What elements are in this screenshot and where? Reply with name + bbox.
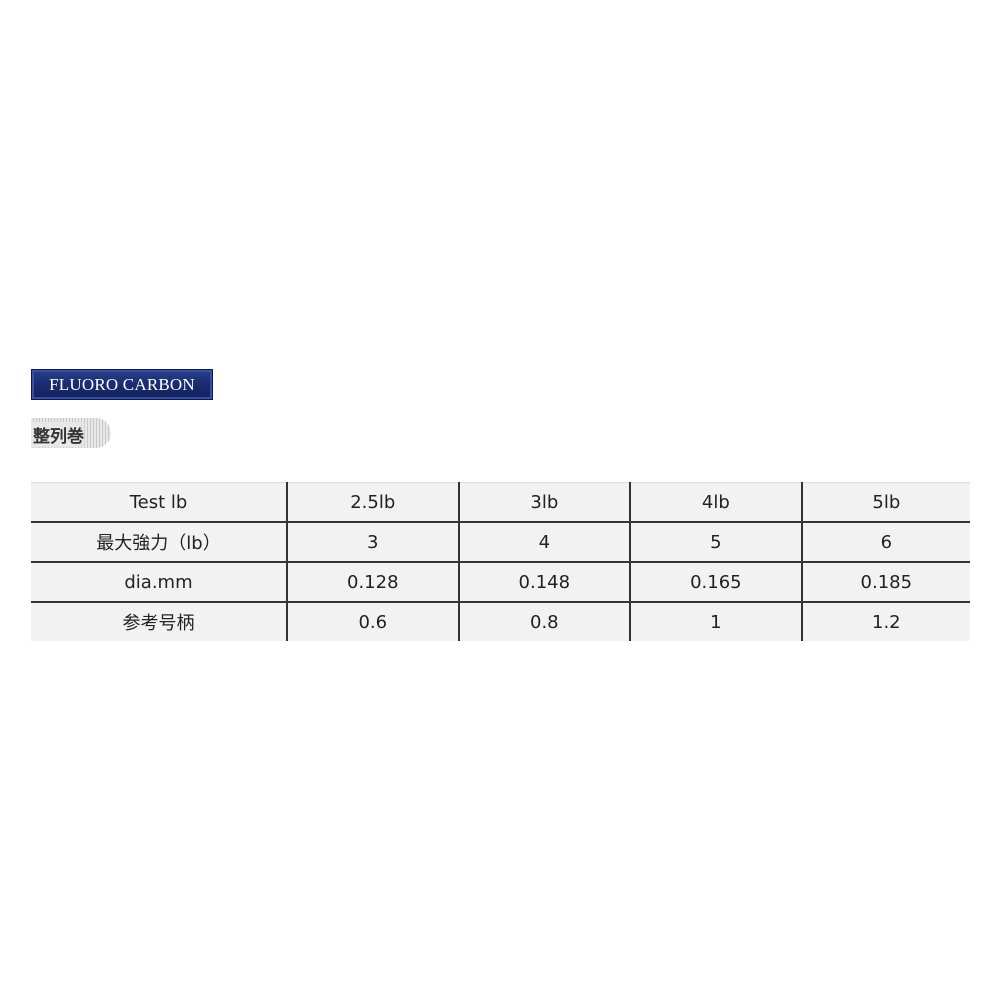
row-header-cell: 最大強力（lb） [31, 521, 287, 562]
table-cell: 1.2 [800, 601, 970, 641]
table-row: Test lb 2.5lb 3lb 4lb 5lb [31, 482, 970, 522]
aligned-winding-tag: 整列巻 [31, 418, 111, 448]
table-cell: 0.165 [629, 561, 802, 602]
table-cell: 4lb [629, 482, 802, 522]
table-cell: 0.128 [286, 561, 459, 602]
table-cell: 2.5lb [286, 482, 459, 522]
table-cell: 3lb [457, 482, 631, 522]
table-row: 参考号柄 0.6 0.8 1 1.2 [31, 601, 970, 641]
table-row: dia.mm 0.128 0.148 0.165 0.185 [31, 561, 970, 602]
table-cell: 6 [800, 521, 970, 562]
table-cell: 4 [457, 521, 631, 562]
table-cell: 0.6 [286, 601, 459, 641]
fluoro-carbon-badge: FLUORO CARBON [31, 369, 213, 400]
table-cell: 5 [629, 521, 802, 562]
spec-table: Test lb 2.5lb 3lb 4lb 5lb 最大強力（lb） 3 4 5 6 dia.mm 0… [31, 482, 970, 641]
row-header-cell: 参考号柄 [31, 601, 287, 641]
table-cell: 0.8 [457, 601, 631, 641]
tag-label: 整列巻 [33, 422, 88, 447]
table-cell: 3 [286, 521, 459, 562]
row-header-cell: Test lb [31, 482, 287, 522]
table-cell: 0.185 [800, 561, 970, 602]
table-cell: 0.148 [457, 561, 631, 602]
table-cell: 5lb [800, 482, 970, 522]
row-header-cell: dia.mm [31, 561, 287, 602]
table-row: 最大強力（lb） 3 4 5 6 [31, 521, 970, 562]
table-cell: 1 [629, 601, 802, 641]
